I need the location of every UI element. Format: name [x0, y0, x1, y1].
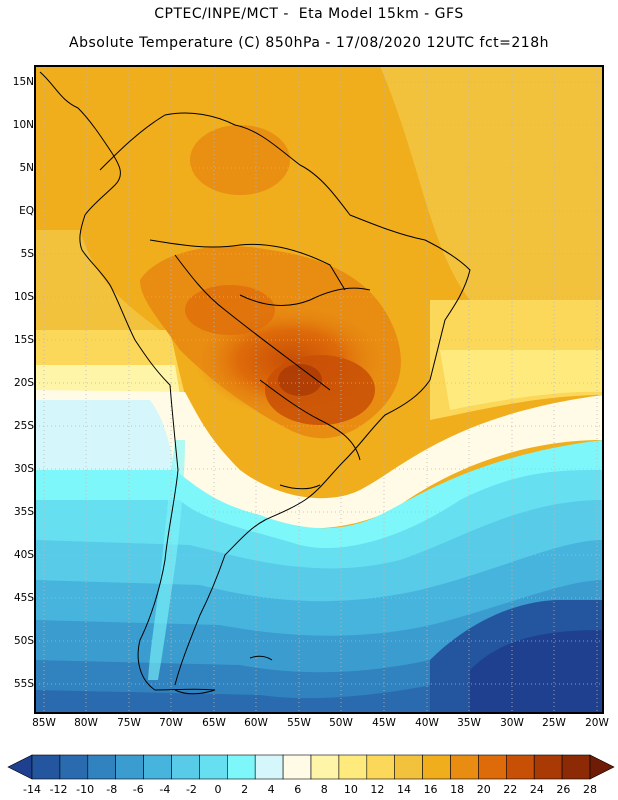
colorbar-tick-label: -6: [132, 783, 144, 796]
lon-label: 35W: [457, 717, 481, 729]
colorbar-tick-label: 2: [241, 783, 249, 796]
lon-label: 30W: [500, 717, 524, 729]
coastlines: [39, 71, 471, 695]
lat-label: 30S: [13, 463, 34, 475]
lat-label: 40S: [13, 549, 34, 561]
lat-label: 15N: [12, 76, 34, 88]
colorbar-swatch: [282, 754, 312, 780]
colorbar-swatch: [561, 754, 591, 780]
colorbar-swatch: [171, 754, 200, 780]
lon-label: 60W: [244, 717, 268, 729]
colorbar-swatch: [394, 754, 423, 780]
colorbar-tick-label: -4: [159, 783, 171, 796]
colorbar-tick-label: 6: [294, 783, 302, 796]
lat-label: 15S: [13, 334, 34, 346]
lat-label: EQ: [19, 205, 34, 217]
graticule: [35, 66, 603, 713]
colorbar-tick-label: 12: [370, 783, 385, 796]
lat-label: 25S: [13, 420, 34, 432]
lat-label: 55S: [13, 678, 34, 690]
colorbar-tick-label: 16: [423, 783, 438, 796]
colorbar-tick-label: 20: [476, 783, 491, 796]
colorbar-swatch: [87, 754, 117, 780]
colorbar-tick-label: -12: [49, 783, 68, 796]
lon-label: 25W: [542, 717, 566, 729]
colorbar-swatch: [422, 754, 451, 780]
lat-label: 5N: [19, 162, 34, 174]
lon-label: 70W: [159, 717, 183, 729]
colorbar-tick-label: 0: [214, 783, 222, 796]
colorbar-tick-label: -10: [76, 783, 95, 796]
colorbar-swatch: [478, 754, 507, 780]
lat-label: 45S: [13, 592, 34, 604]
lon-label: 65W: [202, 717, 226, 729]
lon-label: 55W: [287, 717, 311, 729]
lon-label: 20W: [585, 717, 609, 729]
colorbar-tick-label: -2: [185, 783, 197, 796]
colorbar-tick-label: 22: [503, 783, 518, 796]
lat-label: 20S: [13, 377, 34, 389]
lat-label: 10N: [12, 119, 34, 131]
lon-label: 45W: [372, 717, 396, 729]
colorbar-swatch: [254, 754, 284, 780]
colorbar-tick-label: 10: [343, 783, 358, 796]
map-title-line-2: Absolute Temperature (C) 850hPa - 17/08/…: [69, 35, 549, 51]
colorbar-swatch: [366, 754, 395, 780]
lon-label: 80W: [74, 717, 98, 729]
lat-label: 35S: [13, 506, 34, 518]
colorbar-swatch: [505, 754, 535, 780]
lat-label: 10S: [13, 291, 34, 303]
colorbar-swatch: [338, 754, 368, 780]
colorbar-min-arrow: [7, 754, 33, 780]
colorbar-tick-label: -14: [23, 783, 41, 796]
colorbar-tick-label: 28: [583, 783, 597, 796]
map-title-line-1: CPTEC/INPE/MCT - Eta Model 15km - GFS: [154, 6, 464, 22]
temperature-colorbar: [7, 754, 615, 780]
map-frame: [34, 65, 604, 714]
colorbar-swatch: [115, 754, 144, 780]
colorbar-tick-label: 4: [267, 783, 275, 796]
colorbar-tick-label: -8: [106, 783, 118, 796]
lon-label: 75W: [117, 717, 141, 729]
lon-label: 50W: [329, 717, 353, 729]
colorbar-swatch: [227, 754, 256, 780]
colorbar-tick-label: 26: [556, 783, 571, 796]
colorbar-swatch: [310, 754, 340, 780]
lat-label: 50S: [13, 635, 34, 647]
colorbar-swatch: [533, 754, 563, 780]
colorbar-tick-label: 14: [397, 783, 411, 796]
lon-label: 40W: [415, 717, 439, 729]
temperature-field: [35, 66, 603, 713]
colorbar-swatch: [59, 754, 89, 780]
colorbar-swatch: [450, 754, 479, 780]
lon-label: 85W: [32, 717, 56, 729]
colorbar-tick-label: 8: [320, 783, 328, 796]
colorbar-tick-label: 24: [529, 783, 544, 796]
colorbar-max-arrow: [589, 754, 615, 780]
lat-label: 5S: [20, 248, 34, 260]
colorbar-tick-label: 18: [450, 783, 465, 796]
colorbar-swatch: [143, 754, 172, 780]
colorbar-swatch: [31, 754, 61, 780]
colorbar-swatch: [199, 754, 228, 780]
